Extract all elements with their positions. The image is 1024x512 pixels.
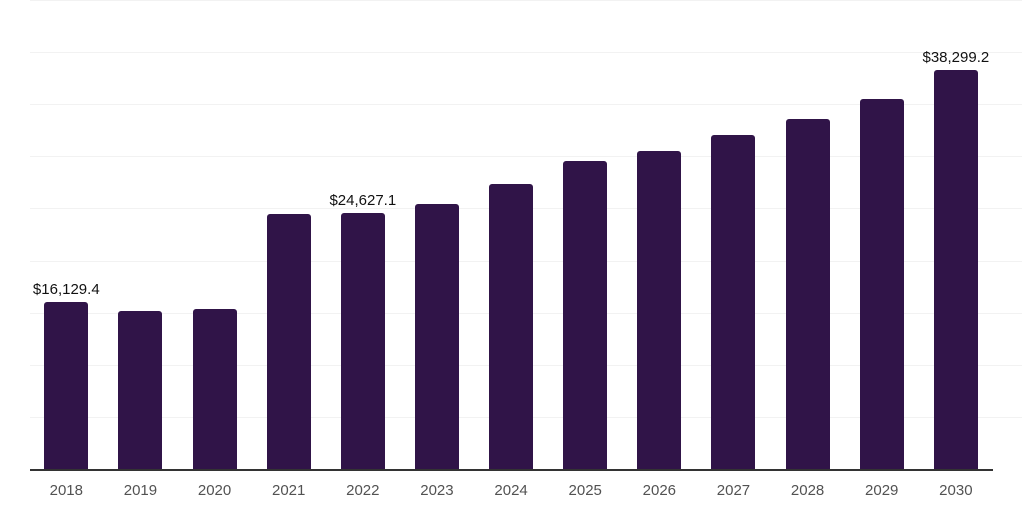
bar-value-label: $24,627.1 <box>329 191 397 209</box>
x-tick-label: 2023 <box>420 482 454 499</box>
bar-2024[interactable] <box>489 183 534 470</box>
gridline <box>30 156 1022 158</box>
x-tick-label: 2027 <box>716 482 751 499</box>
bar-2022[interactable] <box>340 212 385 470</box>
bar-2028[interactable] <box>785 119 830 470</box>
x-tick-label: 2018 <box>49 482 83 499</box>
gridline <box>30 103 1022 105</box>
bar-value-label: $38,299.2 <box>922 48 990 66</box>
bar-value-label: $16,129.4 <box>32 280 100 298</box>
x-tick-label: 2028 <box>790 482 825 499</box>
x-axis-line <box>30 469 993 471</box>
bar-2018[interactable] <box>44 301 89 470</box>
x-tick-label: 2026 <box>642 482 677 499</box>
bar-2027[interactable] <box>711 134 756 470</box>
x-tick-label: 2030 <box>939 482 973 499</box>
bar-2021[interactable] <box>266 214 311 470</box>
gridline <box>30 51 1022 53</box>
bar-2029[interactable] <box>859 99 904 470</box>
bar-2030[interactable] <box>933 70 978 470</box>
bar-2019[interactable] <box>118 311 163 470</box>
x-tick-label: 2021 <box>272 482 306 499</box>
x-tick-label: 2025 <box>568 482 602 499</box>
x-tick-label: 2022 <box>346 482 380 499</box>
bar-2020[interactable] <box>192 309 237 470</box>
bar-2023[interactable] <box>414 203 459 470</box>
x-tick-label: 2020 <box>197 482 232 499</box>
bar-2025[interactable] <box>563 160 608 470</box>
bar-2026[interactable] <box>637 151 682 470</box>
x-tick-label: 2024 <box>494 482 528 499</box>
x-tick-label: 2029 <box>865 482 899 499</box>
gridline <box>30 0 1022 1</box>
plot-area <box>30 0 1022 470</box>
x-tick-label: 2019 <box>123 482 158 499</box>
